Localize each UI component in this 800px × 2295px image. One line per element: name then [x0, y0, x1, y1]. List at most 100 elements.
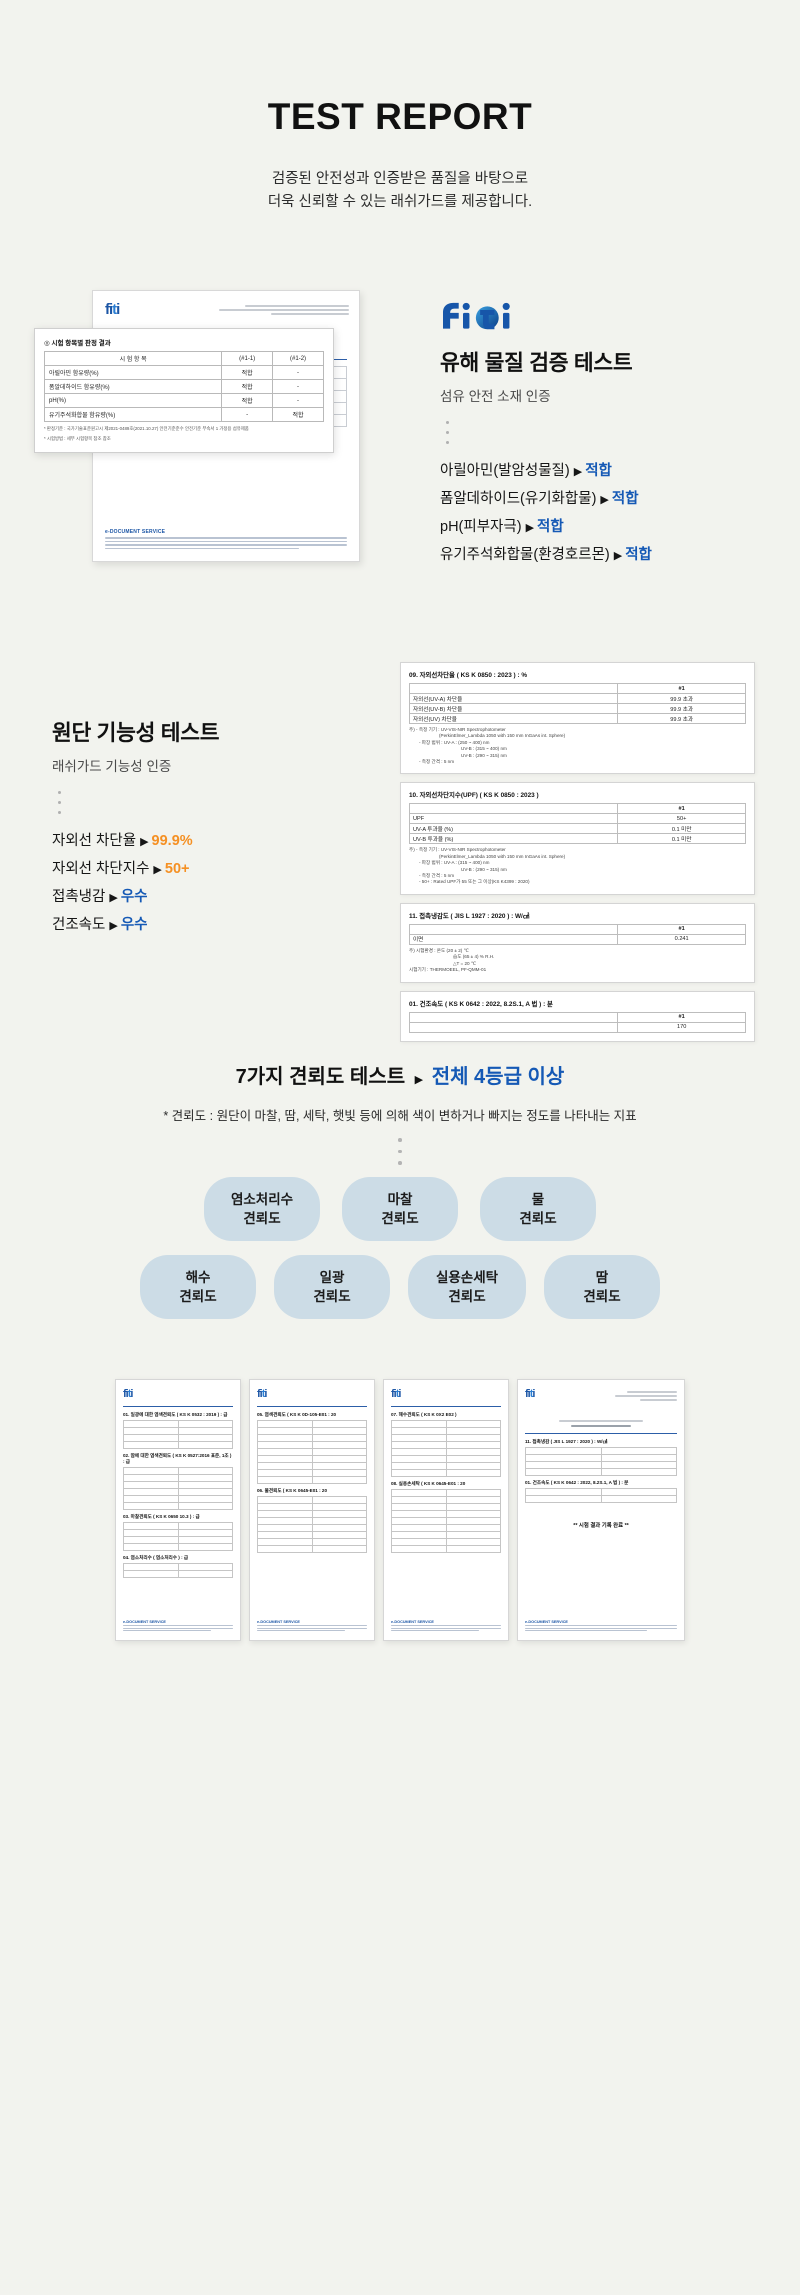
report-box-title: 09. 자외선차단율 ( KS K 0850 : 2023 ) : %	[409, 672, 528, 679]
section2-heading: 원단 기능성 테스트	[52, 721, 220, 745]
colorfastness-pills-row-2: 해수 견뢰도 일광 견뢰도 실용손세탁 견뢰도 땀 견뢰도	[0, 1254, 800, 1319]
result-label: 자외선 차단율	[52, 833, 137, 849]
result-value: 50+	[164, 861, 190, 877]
certificate-document-3: fiti 07. 해수견뢰도 ( KS K 0X2 E02 ) 08. 실용손세…	[383, 1378, 509, 1641]
col-header-s2: (#1-2)	[272, 351, 324, 366]
table-row: 자외선(UV) 차단율 99.9 초과	[408, 713, 746, 724]
page-title: TEST REPORT	[267, 96, 533, 137]
report-box-notes: 주) 시험환경 : 온도 (20 ± 2) ℃ 습도 (65 ± 4) % R.…	[409, 948, 746, 974]
row-value-1: 적합	[221, 365, 274, 380]
pill-line2: 견뢰도	[381, 1210, 419, 1226]
pill-hand-wash: 실용손세탁 견뢰도	[408, 1254, 526, 1319]
result-label: 건조속도	[52, 917, 106, 933]
hazard-result-table: 시 험 항 목 (#1-1) (#1-2) 아릴아민 함유량(%) 적합 - 폼…	[43, 351, 324, 422]
colorfastness-section: 7가지 견뢰도 테스트 ▶ 전체 4등급 이상 * 견뢰도 : 원단이 마찰, …	[0, 1060, 800, 1319]
arrow-icon: ▶	[573, 466, 583, 478]
result-value: 우수	[120, 917, 148, 933]
section3-heading-main: 7가지 견뢰도 테스트	[235, 1066, 406, 1088]
pill-line2: 견뢰도	[179, 1288, 217, 1304]
list-item: 건조속도 ▶ 우수	[52, 912, 382, 940]
table-row: pH(%) 적합 -	[43, 393, 324, 408]
popup-note-2: * 시험방법 : 세부 시험항목 참조 참조	[44, 436, 111, 441]
document-header-meta	[615, 1389, 677, 1403]
row-value: 99.9 초과	[617, 703, 746, 714]
note-line: 시험기기 : THERMOEEL, PF-QMM-01	[409, 967, 487, 973]
doc-table	[123, 1466, 233, 1510]
pill-line2: 견뢰도	[313, 1288, 351, 1304]
popup-title: ◎ 시험 항목별 판정 결과	[44, 340, 111, 347]
row-value: 50+	[617, 813, 746, 825]
note-line: UV-B : (290 ~ 315) nm	[461, 866, 507, 872]
pill-chlorinated-water: 염소처리수 견뢰도	[204, 1176, 320, 1241]
document-footer: e-DOCUMENT SERVICE	[123, 1620, 233, 1633]
row-label: pH(%)	[43, 393, 223, 408]
table-row: 아릴아민 함유량(%) 적합 -	[43, 365, 324, 380]
list-item: 아릴아민(발암성물질) ▶ 적합	[440, 458, 780, 486]
note-line: (PerkinElmer_Lambda 1050 with 150 mm InG…	[439, 853, 566, 859]
row-value: 0.1 미만	[617, 833, 746, 845]
fiti-logo-doc1: fiti	[105, 301, 120, 318]
hazard-test-info: 유해 물질 검증 테스트 섬유 안전 소재 인증 아릴아민(발암성물질) ▶ 적합 …	[440, 300, 780, 570]
row-value-1: 적합	[221, 393, 274, 408]
report-box-notes: 주) - 측정 기기 : UV-VIS-NIR Spectrophotomete…	[409, 727, 746, 765]
pill-line1: 마찰	[387, 1191, 413, 1207]
col-header-item: 시 험 항 목	[43, 351, 223, 366]
row-value: 170	[617, 1021, 746, 1033]
col-header: #1	[617, 683, 746, 694]
row-value-2: -	[272, 379, 324, 394]
note-line: 습도 (65 ± 4) % R.H.	[453, 954, 495, 960]
row-value-1: -	[221, 407, 274, 422]
doc-table	[123, 1419, 233, 1449]
result-value: 우수	[120, 889, 148, 905]
hero-subtitle-line1: 검증된 안전성과 인증받은 품질을 바탕으로	[271, 171, 529, 187]
arrow-icon: ▶	[109, 920, 118, 932]
arrow-icon: ▶	[613, 550, 623, 562]
row-value: 0.1 미만	[617, 823, 746, 835]
arrow-icon: ▶	[109, 892, 118, 904]
note-line: - 파장 범위 : UV-A : (250 ~ 400) nm	[419, 739, 490, 745]
table-row: 170	[408, 1021, 746, 1033]
doc-section-title: 06. 물견뢰도 ( KS K 0645-E01 : 20	[257, 1487, 328, 1493]
row-label	[408, 1021, 619, 1033]
section3-note: * 견뢰도 : 원단이 마찰, 땀, 세탁, 햇빛 등에 의해 색이 변하거나 …	[163, 1109, 637, 1123]
doc-table	[391, 1488, 501, 1553]
pill-line1: 실용손세탁	[435, 1269, 499, 1285]
pill-friction: 마찰 견뢰도	[342, 1176, 458, 1241]
table-row: UV-B 투과율 (%) 0.1 미만	[408, 833, 746, 845]
report-box-notes: 주) - 측정 기기 : UV-VIS-NIR Spectrophotomete…	[409, 847, 746, 885]
pill-line1: 물	[531, 1191, 545, 1207]
row-value: 99.9 초과	[617, 693, 746, 704]
doc-section-title: 02. 땀에 대한 염색견뢰도 ( KS K 0527:2016 표준, 1조 …	[123, 1452, 232, 1464]
pill-sweat: 땀 견뢰도	[544, 1254, 660, 1319]
document-footer: e-DOCUMENT SERVICE	[525, 1620, 677, 1633]
table-row: UV-A 투과율 (%) 0.1 미만	[408, 823, 746, 835]
doc-table	[391, 1419, 501, 1477]
arrow-icon: ▶	[153, 864, 162, 876]
fabric-function-test-section: 원단 기능성 테스트 래쉬가드 기능성 인증 자외선 차단율 ▶ 99.9% 자외선…	[0, 662, 800, 1042]
row-label: 유기주석화합물 함유량(%)	[43, 407, 223, 422]
doc-section-title: 05. 염색견뢰도 ( KS K 0D-105-E01 : 20	[257, 1411, 337, 1417]
section1-subheading: 섬유 안전 소재 인증	[440, 389, 551, 404]
note-line: - 파장 범위 : UV-A : (315 ~ 400) nm	[419, 860, 490, 866]
drying-table: #1 170	[408, 1011, 746, 1033]
result-label: 유기주석화합물(환경호르몬)	[440, 547, 610, 563]
fabric-report-boxes: 09. 자외선차단율 ( KS K 0850 : 2023 ) : % #1 자…	[400, 662, 755, 1050]
result-label: 접촉냉감	[52, 889, 106, 905]
document-header-meta	[219, 303, 349, 317]
e-document-service-label: e-DOCUMENT SERVICE	[105, 529, 166, 536]
fiti-logo-doc: fiti	[257, 1387, 267, 1400]
arrow-icon: ▶	[525, 522, 535, 534]
hero-section: TEST REPORT 검증된 안전성과 인증받은 품질을 바탕으로 더욱 신뢰…	[0, 0, 800, 214]
list-item: 자외선 차단율 ▶ 99.9%	[52, 828, 382, 856]
pill-line2: 견뢰도	[243, 1210, 281, 1226]
note-line: UV-B : (290 ~ 315) nm	[461, 752, 507, 758]
fiti-logo-doc: fiti	[391, 1387, 401, 1400]
cooling-table: #1 이면 0.241	[408, 923, 746, 945]
note-line: △T = 20 ℃	[453, 960, 477, 966]
report-box-upf: 10. 자외선차단지수(UPF) ( KS K 0850 : 2023 ) #1…	[400, 782, 755, 895]
certificate-document-1: fiti 01. 일광에 대한 염색견뢰도 ( KS K 0532 : 2019…	[115, 1378, 241, 1641]
decor-dots	[58, 791, 382, 814]
fiti-logo-doc: fiti	[123, 1387, 133, 1400]
row-label: UV-A 투과율 (%)	[408, 823, 619, 835]
